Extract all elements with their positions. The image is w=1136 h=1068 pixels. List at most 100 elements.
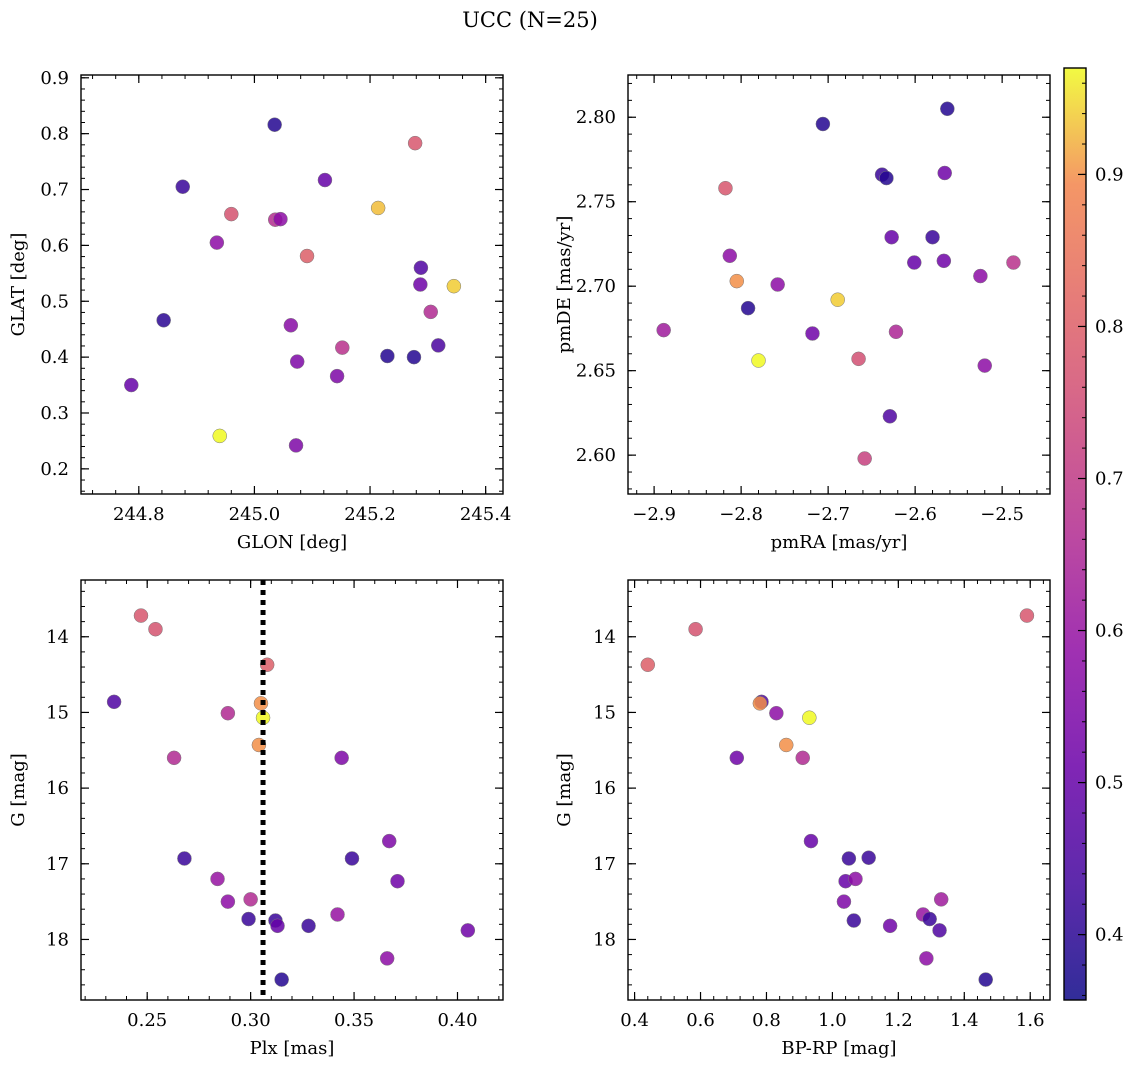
y-tick-label: 0.4	[40, 347, 69, 368]
y-tick-label: 0.9	[40, 68, 69, 89]
scatter-point	[317, 172, 333, 188]
axes-frame	[80, 579, 504, 1001]
x-axis-label: pmRA [mas/yr]	[771, 532, 908, 553]
y-tick-label: 0.3	[40, 403, 69, 424]
y-tick-label: 0.8	[40, 124, 69, 145]
scatter-point	[1019, 608, 1035, 623]
scatter-point	[919, 951, 934, 966]
scatter-point	[932, 923, 947, 938]
scatter-point	[220, 894, 236, 909]
x-tick-label: 0.4	[620, 1010, 649, 1031]
x-tick-label: −2.7	[806, 504, 850, 525]
colorbar-tick-label: 0.7	[1095, 469, 1124, 490]
points	[124, 117, 462, 453]
x-tick-label: 0.35	[334, 1010, 374, 1031]
x-tick-label: 1.0	[818, 1010, 847, 1031]
scatter-point	[937, 165, 952, 181]
scatter-point	[656, 322, 671, 338]
scatter-point	[770, 277, 785, 292]
x-tick-label: 1.2	[884, 1010, 913, 1031]
y-tick-label: 15	[46, 702, 69, 723]
scatter-point	[273, 211, 288, 227]
scatter-point	[446, 278, 462, 294]
scatter-point	[243, 892, 258, 907]
scatter-point	[379, 951, 395, 966]
scatter-point	[851, 351, 866, 367]
x-tick-label: 244.8	[113, 504, 165, 525]
scatter-point	[857, 451, 872, 466]
scatter-point	[301, 918, 316, 934]
scatter-point	[740, 300, 756, 316]
scatter-point	[925, 229, 940, 245]
panels: 244.8 245.0 245.2 245.4 0.2 0.3 0.4 0.5 0.6 0.7 0.…	[8, 68, 1051, 1059]
scatter-point	[933, 892, 949, 907]
scatter-point	[270, 918, 285, 934]
scatter-point	[344, 851, 360, 866]
scatter-point	[413, 277, 428, 292]
x-axis-label: GLON [deg]	[237, 532, 347, 553]
scatter-point	[795, 750, 810, 766]
scatter-point	[380, 348, 395, 364]
scatter-point	[148, 621, 163, 637]
scatter-point	[729, 273, 745, 289]
scatter-point	[133, 608, 149, 623]
figure-title: UCC (N=25)	[462, 8, 598, 32]
scatter-point	[299, 248, 315, 264]
scatter-point	[283, 318, 299, 333]
scatter-point	[805, 326, 820, 341]
points	[656, 101, 1021, 466]
x-tick-label: −2.5	[980, 504, 1024, 525]
scatter-point	[431, 338, 446, 353]
y-tick-label: 0.7	[40, 180, 69, 201]
scatter-point	[841, 851, 857, 866]
scatter-point	[861, 850, 876, 865]
scatter-point	[381, 833, 397, 849]
colorbar-tick-label: 0.4	[1095, 925, 1124, 946]
scatter-point	[390, 873, 405, 889]
scatter-point	[722, 248, 738, 264]
scatter-point	[212, 428, 227, 444]
y-tick-label: 2.65	[576, 361, 616, 382]
scatter-point	[288, 438, 304, 453]
y-tick-label: 2.80	[576, 107, 616, 128]
scatter-point	[220, 705, 236, 721]
x-axis-label: BP-RP [mag]	[781, 1038, 896, 1059]
x-tick-label: −2.9	[632, 504, 676, 525]
scatter-point	[846, 913, 862, 928]
x-tick-label: 1.6	[1016, 1010, 1045, 1031]
x-tick-label: 1.4	[950, 1010, 979, 1031]
scatter-point	[177, 851, 192, 866]
scatter-point	[166, 750, 182, 766]
y-tick-label: 0.5	[40, 291, 69, 312]
points	[106, 608, 476, 987]
scatter-point	[241, 911, 256, 927]
panel-pmra-pmde: −2.9 −2.8 −2.7 −2.6 −2.5 2.60 2.65 2.70 2.75 2.80…	[554, 74, 1051, 553]
scatter-point	[640, 657, 656, 673]
x-tick-label: −2.6	[893, 504, 937, 525]
x-tick-label: 0.8	[752, 1010, 781, 1031]
axes-frame	[627, 74, 1051, 495]
scatter-point	[1006, 255, 1021, 270]
x-tick-label: 245.4	[460, 504, 512, 525]
scatter-point	[751, 353, 766, 368]
y-tick-label: 0.6	[40, 235, 69, 256]
axes-frame	[80, 74, 504, 495]
panel-glon-glat: 244.8 245.0 245.2 245.4 0.2 0.3 0.4 0.5 0.6 0.7 0.…	[8, 68, 511, 553]
scatter-point	[936, 253, 952, 269]
y-axis-label: G [mag]	[554, 753, 575, 826]
scatter-point	[267, 117, 282, 132]
scatter-point	[779, 737, 794, 753]
scatter-point	[940, 101, 955, 117]
scatter-point	[882, 409, 898, 424]
y-axis-label: G [mag]	[8, 753, 29, 826]
scatter-point	[803, 833, 819, 849]
scatter-point	[729, 750, 745, 766]
scatter-point	[802, 710, 817, 725]
scatter-point	[884, 229, 899, 245]
scatter-point	[334, 750, 349, 766]
y-axis-label: pmDE [mas/yr]	[554, 216, 575, 354]
scatter-point	[907, 255, 922, 270]
y-tick-label: 2.60	[576, 445, 616, 466]
colorbar: 0.4 0.5 0.6 0.7 0.8 0.9	[1063, 67, 1124, 1001]
